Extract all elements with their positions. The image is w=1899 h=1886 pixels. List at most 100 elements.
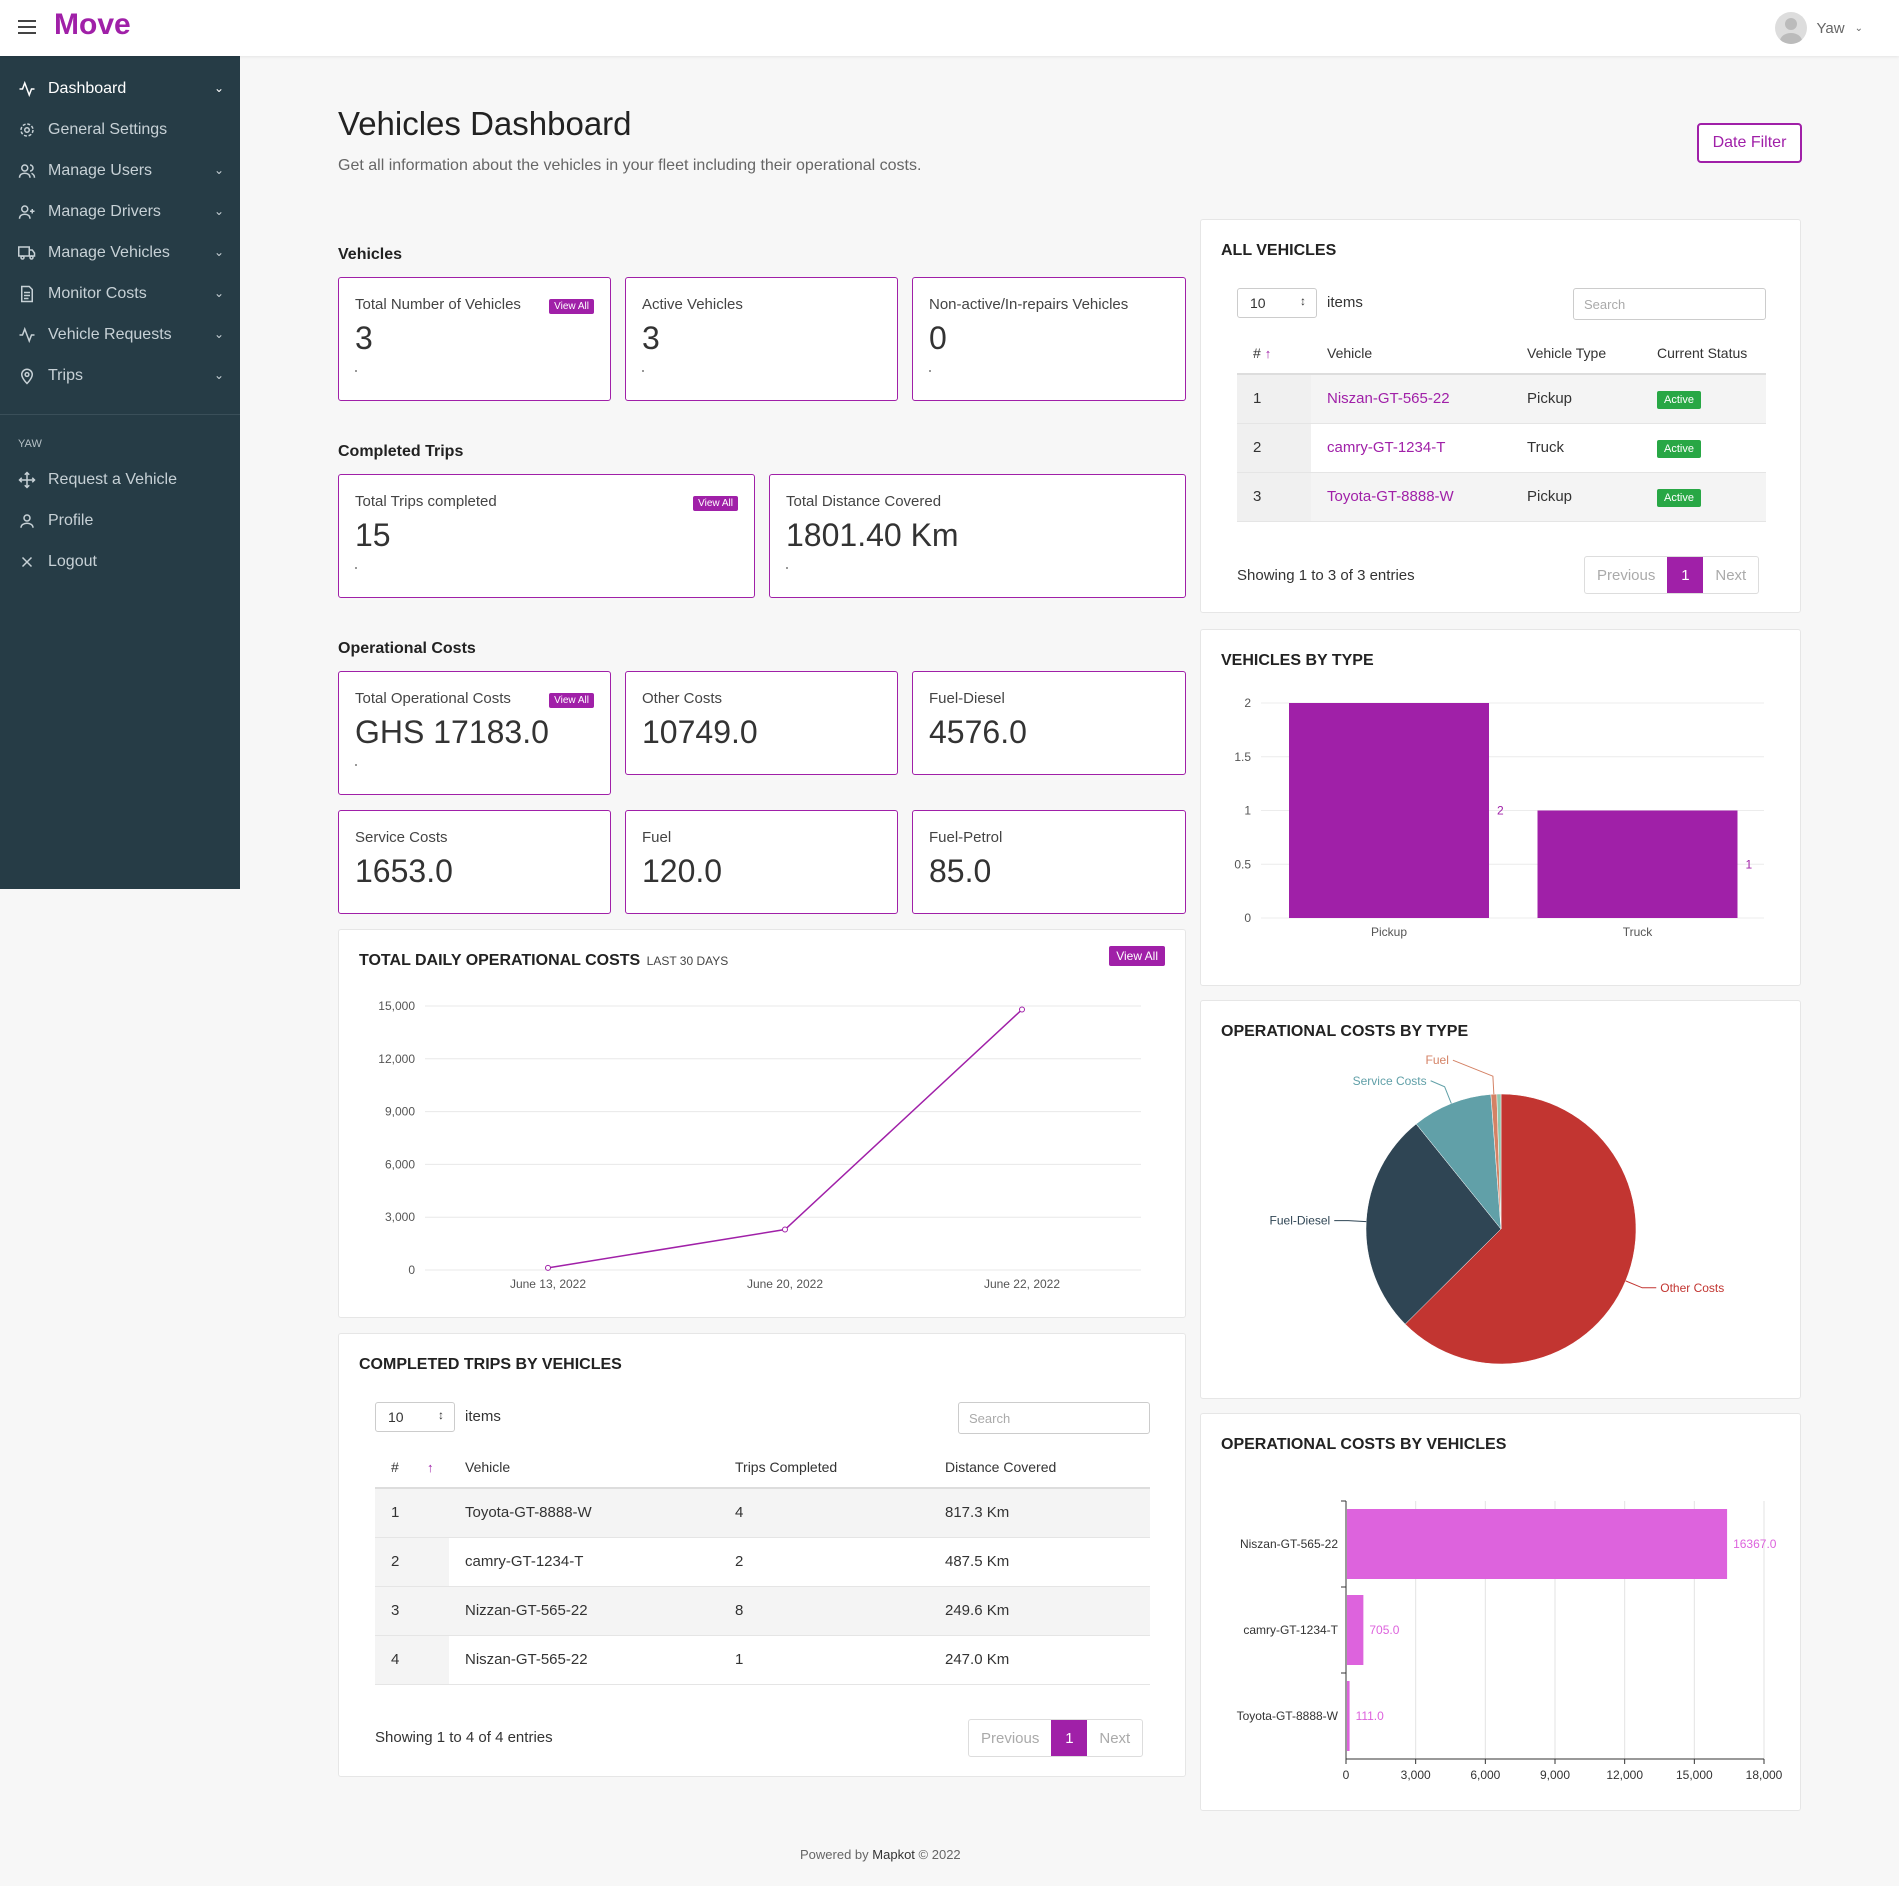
- sidebar-item-label: Profile: [48, 511, 94, 529]
- x-tick-label: 18,000: [1746, 1768, 1783, 1782]
- close-icon: [18, 553, 36, 571]
- stat-label: Active Vehicles: [642, 296, 743, 313]
- view-all-button[interactable]: View All: [1109, 946, 1165, 966]
- chevron-down-icon[interactable]: ⌄: [1854, 22, 1863, 34]
- view-all-button[interactable]: View All: [693, 496, 738, 511]
- col-vehicle-type[interactable]: Vehicle Type: [1511, 332, 1641, 375]
- sidebar-item-trips[interactable]: Trips ⌄: [0, 355, 240, 396]
- page-button[interactable]: 1: [1667, 557, 1704, 593]
- costs-by-vehicle-chart: 0 3,000 6,000 9,000 12,000 15,000 18,000 Niszan…: [1237, 1500, 1783, 1782]
- slice-label: Fuel-Diesel: [1270, 1214, 1331, 1228]
- label-line: [1452, 1059, 1495, 1095]
- stat-value: 15: [355, 517, 391, 553]
- vehicles-by-type-card: VEHICLES BY TYPE 0 0.5 1 1.5 2 2 Pickup 1 Truck: [1200, 629, 1801, 986]
- vehicle-link[interactable]: Niszan-GT-565-22: [1327, 390, 1450, 408]
- table-row[interactable]: 4 Niszan-GT-565-22 1 247.0 Km: [375, 1635, 1150, 1685]
- sidebar-item-logout[interactable]: Logout: [0, 541, 240, 582]
- stat-value: 0: [929, 320, 947, 356]
- page-button[interactable]: 1: [1051, 1720, 1088, 1756]
- sidebar-item-label: Dashboard: [48, 79, 127, 97]
- sidebar-item-profile[interactable]: Profile: [0, 500, 240, 541]
- row-vehicle: camry-GT-1234-T: [1311, 423, 1511, 473]
- chart-subtitle: LAST 30 DAYS: [646, 954, 729, 968]
- col-trips[interactable]: Trips Completed: [719, 1446, 929, 1489]
- col-distance[interactable]: Distance Covered: [929, 1446, 1150, 1489]
- user-menu[interactable]: Yaw ⌄: [1774, 12, 1863, 44]
- view-all-button[interactable]: View All: [549, 693, 594, 708]
- user-name[interactable]: Yaw: [1816, 19, 1845, 37]
- bar: [1347, 1681, 1350, 1751]
- stat-value: 1801.40 Km: [786, 517, 959, 553]
- user-plus-icon: [18, 203, 36, 221]
- page-size-select[interactable]: 10: [375, 1402, 455, 1432]
- sort-up-icon[interactable]: ↑: [1264, 345, 1272, 361]
- x-tick-label: June 22, 2022: [984, 1277, 1060, 1291]
- sidebar-item-vehicle-requests[interactable]: Vehicle Requests ⌄: [0, 314, 240, 355]
- col-index[interactable]: #: [375, 1446, 411, 1489]
- row-type: Truck: [1511, 423, 1641, 473]
- vehicle-link[interactable]: camry-GT-1234-T: [1327, 439, 1446, 456]
- x-tick-label: 3,000: [1401, 1768, 1431, 1782]
- daily-costs-card: TOTAL DAILY OPERATIONAL COSTS LAST 30 DA…: [338, 929, 1186, 1318]
- y-tick-label: 1: [1244, 804, 1251, 818]
- next-button[interactable]: Next: [1715, 566, 1747, 584]
- footer-brand[interactable]: Mapkot: [872, 1847, 915, 1862]
- stat-label: Service Costs: [355, 829, 448, 846]
- chart-title: OPERATIONAL COSTS BY TYPE: [1221, 1023, 1469, 1040]
- sidebar-item-general-settings[interactable]: General Settings: [0, 109, 240, 150]
- row-index: 1: [1237, 374, 1311, 424]
- sidebar-item-manage-drivers[interactable]: Manage Drivers ⌄: [0, 191, 240, 232]
- search-input[interactable]: [958, 1402, 1150, 1434]
- top-bar: Move Yaw ⌄: [0, 0, 1899, 56]
- previous-button[interactable]: Previous: [1597, 566, 1656, 584]
- y-tick-label: 15,000: [378, 999, 415, 1013]
- sort-up-icon[interactable]: ↑: [411, 1446, 449, 1489]
- row-vehicle: Niszan-GT-565-22: [1311, 374, 1511, 424]
- table-row[interactable]: 2 camry-GT-1234-T 2 487.5 Km: [375, 1537, 1150, 1587]
- sidebar-item-label: Monitor Costs: [48, 284, 147, 302]
- costs-by-vehicle-card: OPERATIONAL COSTS BY VEHICLES 0 3,000 6,00…: [1200, 1413, 1801, 1811]
- view-all-button[interactable]: View All: [549, 299, 594, 314]
- next-button[interactable]: Next: [1099, 1729, 1131, 1747]
- vehicle-link[interactable]: Toyota-GT-8888-W: [1327, 488, 1454, 505]
- x-tick-label: 12,000: [1606, 1768, 1643, 1782]
- table-row[interactable]: 1 Niszan-GT-565-22 Pickup Active: [1237, 374, 1766, 424]
- y-tick-label: Niszan-GT-565-22: [1240, 1537, 1338, 1551]
- search-input[interactable]: [1573, 288, 1766, 320]
- sidebar-item-monitor-costs[interactable]: Monitor Costs ⌄: [0, 273, 240, 314]
- table-row[interactable]: 1 Toyota-GT-8888-W 4 817.3 Km: [375, 1488, 1150, 1538]
- row-index: 2: [375, 1537, 449, 1587]
- brand-logo[interactable]: Move: [54, 8, 131, 41]
- stat-label: Total Trips completed: [355, 493, 497, 510]
- sidebar-item-label: General Settings: [48, 120, 168, 138]
- col-status[interactable]: Current Status: [1641, 332, 1766, 375]
- y-tick-label: 0.5: [1234, 857, 1251, 871]
- previous-button[interactable]: Previous: [981, 1729, 1040, 1747]
- table-row[interactable]: 3 Nizzan-GT-565-22 8 249.6 Km: [375, 1586, 1150, 1636]
- date-filter-button[interactable]: Date Filter: [1697, 123, 1802, 163]
- completed-trips-card: COMPLETED TRIPS BY VEHICLES 10 items # ↑…: [338, 1333, 1186, 1777]
- menu-icon[interactable]: [18, 20, 36, 34]
- stat-value: 85.0: [929, 853, 992, 889]
- avatar[interactable]: [1774, 12, 1807, 44]
- stat-fuel-diesel: Fuel-Diesel 4576.0: [912, 671, 1186, 775]
- page-size-select[interactable]: 10: [1237, 288, 1317, 318]
- stat-value: 120.0: [642, 853, 723, 889]
- sidebar-item-dashboard[interactable]: Dashboard ⌄: [0, 68, 240, 109]
- table-row[interactable]: 3 Toyota-GT-8888-W Pickup Active: [1237, 472, 1766, 522]
- col-vehicle[interactable]: Vehicle: [449, 1446, 719, 1489]
- pie-slice: [1415, 1094, 1502, 1230]
- sidebar-item-manage-users[interactable]: Manage Users ⌄: [0, 150, 240, 191]
- data-label: 2: [1497, 804, 1504, 818]
- table-row[interactable]: 2 camry-GT-1234-T Truck Active: [1237, 423, 1766, 473]
- daily-costs-chart: 0 3,000 6,000 9,000 12,000 15,000 June 13, 202…: [378, 999, 1141, 1291]
- col-vehicle[interactable]: Vehicle: [1311, 332, 1511, 375]
- row-index: 2: [1237, 423, 1311, 473]
- sidebar-item-manage-vehicles[interactable]: Manage Vehicles ⌄: [0, 232, 240, 273]
- chevron-down-icon: ⌄: [213, 368, 224, 382]
- col-index[interactable]: # ↑: [1237, 332, 1311, 375]
- x-tick-label: 15,000: [1676, 1768, 1713, 1782]
- stat-dot: [355, 764, 357, 766]
- pagination: Previous 1 Next: [1584, 556, 1760, 594]
- sidebar-item-request-vehicle[interactable]: Request a Vehicle: [0, 459, 240, 500]
